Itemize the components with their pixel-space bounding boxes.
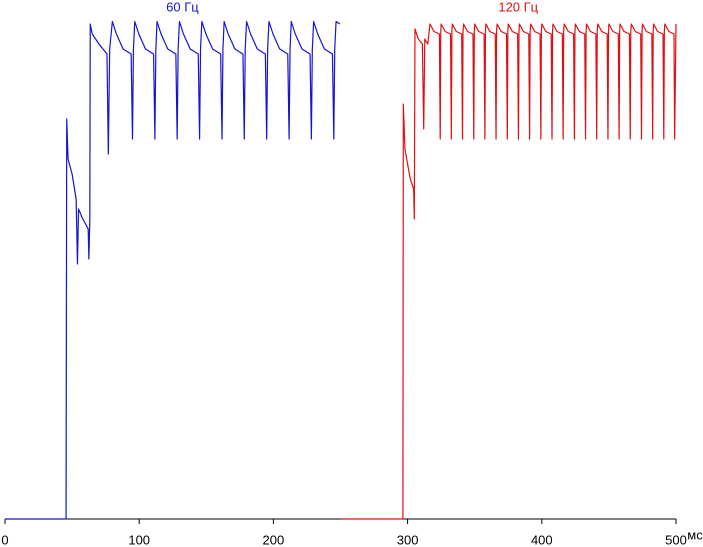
x-tick-label: 400 (531, 532, 553, 547)
x-tick-label: 500 (665, 532, 687, 547)
x-axis-label: мс (687, 527, 703, 542)
series-label: 60 Гц (166, 0, 199, 14)
x-tick-label: 100 (128, 532, 150, 547)
series-label: 120 Гц (498, 0, 538, 14)
x-tick-label: 200 (263, 532, 285, 547)
series-line (340, 23, 677, 520)
x-tick-label: 300 (397, 532, 419, 547)
series-line (5, 20, 341, 520)
x-tick-label: 0 (1, 532, 8, 547)
